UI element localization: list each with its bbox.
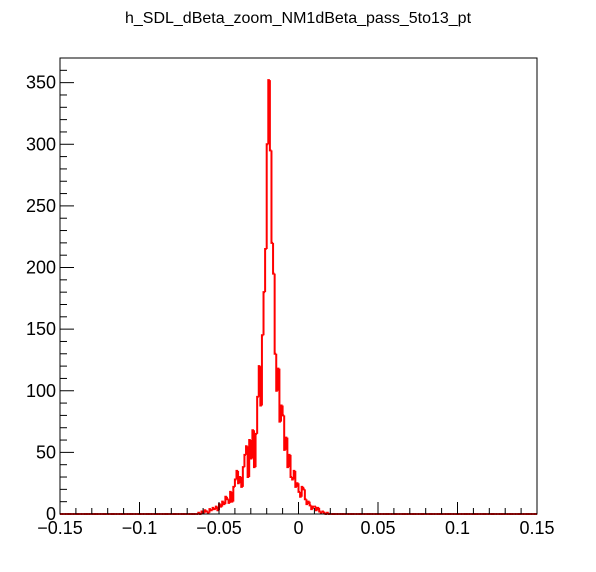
chart-title: h_SDL_dBeta_zoom_NM1dBeta_pass_5to13_pt xyxy=(124,10,472,27)
histogram-bin xyxy=(265,143,269,250)
histogram-bin xyxy=(275,353,278,392)
histogram-bin xyxy=(291,477,294,481)
plot-frame xyxy=(59,57,538,515)
histogram-bin xyxy=(260,334,264,406)
histogram-bin xyxy=(243,453,247,468)
x-tick-label: −0.1 xyxy=(122,518,158,538)
histogram-bin xyxy=(229,490,232,503)
axis-layer: −0.15 −0.1 −0.05 0 0.05 0.1 0.15 0 50 100 150 200 25… xyxy=(26,57,555,538)
x-tick-label: 0 xyxy=(293,518,303,538)
histogram-bin xyxy=(268,80,272,152)
histogram-bin xyxy=(314,506,318,512)
histogram-bin xyxy=(233,478,237,487)
y-tick-label: 0 xyxy=(46,504,56,524)
histogram-bin xyxy=(248,439,251,478)
histogram-bin xyxy=(259,366,262,407)
histogram-bin xyxy=(295,482,299,487)
histogram-bin xyxy=(252,430,256,469)
histogram-bin xyxy=(256,395,259,434)
histogram-bin xyxy=(254,432,258,468)
histogram-bin xyxy=(206,511,210,514)
histogram-bin xyxy=(297,483,301,493)
histogram-bin xyxy=(245,445,248,455)
histogram-bin xyxy=(238,476,242,484)
histogram-bin xyxy=(262,291,266,336)
histogram-bin xyxy=(273,273,277,355)
histogram-bin xyxy=(249,440,253,460)
histogram-bin xyxy=(321,510,324,513)
histogram-bin xyxy=(311,505,315,510)
histogram-bin xyxy=(305,499,309,506)
x-tick-label: 0.15 xyxy=(519,518,554,538)
histogram-layer xyxy=(60,79,537,515)
y-tick-label: 150 xyxy=(26,319,56,339)
histogram-bin xyxy=(205,510,208,513)
x-tick-label: 0.05 xyxy=(360,518,395,538)
histogram-bin xyxy=(278,368,282,423)
y-tick-label: 350 xyxy=(26,73,56,93)
histogram-bin xyxy=(319,511,323,514)
x-tick-label: −0.15 xyxy=(37,518,83,538)
x-tick-label: 0.1 xyxy=(445,518,470,538)
histogram-bin xyxy=(322,511,326,514)
y-tick-label: 50 xyxy=(36,442,56,462)
y-tick-label: 250 xyxy=(26,196,56,216)
histogram-bin xyxy=(222,501,226,506)
x-tick-label: −0.05 xyxy=(196,518,242,538)
histogram-bin xyxy=(284,436,288,450)
histogram-bin xyxy=(214,505,218,510)
histogram-bin xyxy=(230,491,234,503)
histogram-bin xyxy=(264,248,267,293)
histogram-bin xyxy=(257,365,261,397)
histogram-bin xyxy=(232,485,235,502)
histogram-bin xyxy=(241,466,245,487)
histogram-bin xyxy=(272,242,275,275)
histogram-bin xyxy=(270,150,274,244)
histogram-bin xyxy=(210,509,213,512)
histogram-bin xyxy=(225,496,229,501)
histogram-bin xyxy=(208,508,212,513)
histogram-bin xyxy=(318,507,321,513)
histogram-bin xyxy=(286,437,289,469)
histogram-bin xyxy=(302,486,305,491)
histogram-bin xyxy=(300,485,304,497)
y-tick-label: 300 xyxy=(26,134,56,154)
histogram-bin xyxy=(283,415,286,451)
y-tick-label: 200 xyxy=(26,258,56,278)
histogram-bin xyxy=(289,454,293,479)
histogram-bin xyxy=(299,491,302,498)
histogram-bin xyxy=(216,506,219,512)
y-tick-label: 100 xyxy=(26,381,56,401)
histogram-bin xyxy=(308,501,312,507)
histogram-bin xyxy=(281,405,285,417)
histogram-bin xyxy=(200,510,204,514)
histogram-bin xyxy=(287,453,291,468)
histogram-bin xyxy=(303,489,307,501)
